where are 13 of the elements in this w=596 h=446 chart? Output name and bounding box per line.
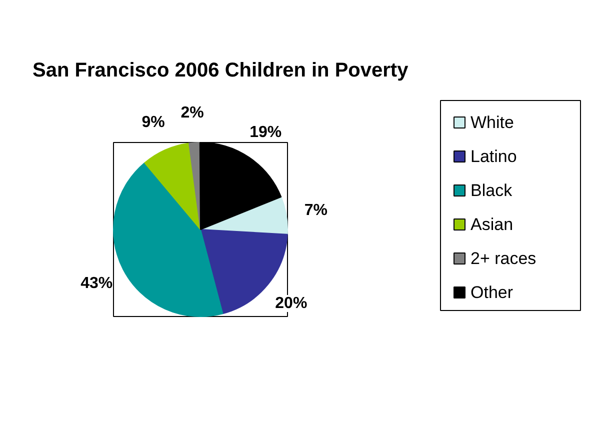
data-label: 43% bbox=[80, 274, 113, 292]
legend-label: 2+ races bbox=[470, 249, 536, 268]
legend-label: Other bbox=[470, 283, 514, 302]
legend-label: Black bbox=[470, 181, 513, 200]
legend-label: Asian bbox=[470, 215, 514, 234]
data-label: 19% bbox=[250, 124, 282, 141]
data-label: 2% bbox=[180, 104, 204, 122]
data-label: 20% bbox=[275, 294, 308, 312]
data-label: 7% bbox=[304, 202, 328, 219]
legend-label: White bbox=[470, 113, 514, 132]
chart-title: San Francisco 2006 Children in Poverty bbox=[32, 60, 410, 82]
legend-label: Latino bbox=[470, 147, 517, 166]
data-label: 9% bbox=[142, 114, 165, 131]
